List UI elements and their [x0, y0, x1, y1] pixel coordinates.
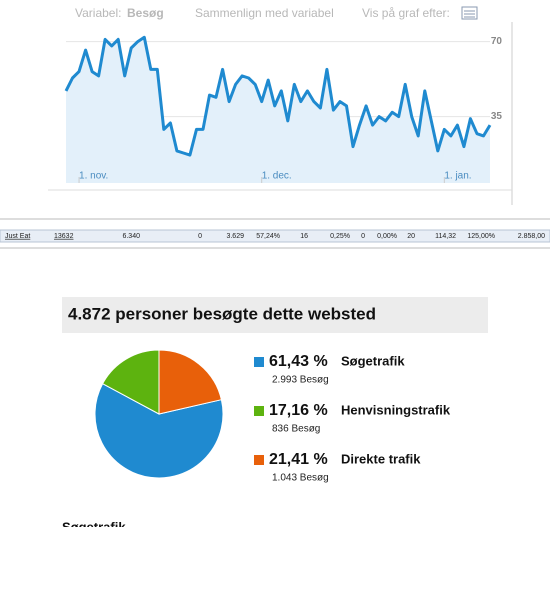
legend-name: Direkte trafik [341, 451, 421, 466]
line-chart: 35 70 1. nov. 1. dec. 1. jan. [64, 35, 503, 183]
legend-value: 61,43 % [269, 353, 328, 370]
y-tick-label: 70 [491, 36, 503, 47]
legend-swatch [254, 406, 264, 416]
variable-value[interactable]: Besøg [127, 6, 164, 20]
y-tick-label: 35 [491, 111, 503, 122]
legend-visits: 1.043 Besøg [272, 473, 329, 484]
legend-value: 21,41 % [269, 451, 328, 468]
legend-name: Søgetrafik [341, 353, 405, 368]
cell-link[interactable]: 13632 [54, 233, 74, 240]
cell-link[interactable]: Just Eat [5, 233, 30, 240]
area [66, 37, 490, 183]
table-cell: 114,32 [435, 233, 456, 240]
graph-by-label: Vis på graf efter: [362, 6, 450, 20]
table-cell: 0 [198, 233, 202, 240]
table-cell: 0 [361, 233, 365, 240]
table-cell: 0,25% [330, 233, 350, 240]
table-cell: 3.629 [226, 233, 244, 240]
table-cell: 0,00% [377, 233, 397, 240]
table-cell: 125,00% [467, 233, 495, 240]
table-cell: 16 [300, 233, 308, 240]
x-tick-label: 1. nov. [79, 171, 108, 182]
graph-icon[interactable] [461, 6, 478, 20]
pie-slice [158, 349, 222, 415]
variable-label: Variabel: [75, 6, 121, 20]
x-tick-label: 1. jan. [444, 171, 471, 182]
line [64, 35, 492, 157]
pie-header [62, 297, 488, 333]
table-cell: 6.340 [122, 233, 140, 240]
table-cell: 20 [407, 233, 415, 240]
compare-link[interactable]: Sammenlign med variabel [195, 6, 334, 20]
legend-visits: 2.993 Besøg [272, 375, 329, 386]
table-row [0, 229, 550, 243]
table-cell: 57,24% [256, 233, 280, 240]
pie-slice [94, 383, 224, 479]
pie-chart: 61,43 % Søgetrafik 2.993 Besøg 17,16 % Henvi… [94, 349, 451, 484]
next-section-heading: Søgetrafik [62, 519, 126, 534]
legend-name: Henvisningstrafik [341, 402, 451, 417]
legend-swatch [254, 357, 264, 367]
pie-title: 4.872 personer besøgte dette websted [68, 304, 376, 323]
legend-value: 17,16 % [269, 402, 328, 419]
pie-slice [101, 349, 160, 415]
legend-visits: 836 Besøg [272, 424, 320, 435]
table-cell: 2.858,00 [518, 233, 545, 240]
legend-swatch [254, 455, 264, 465]
table: Just Eat 13632 6.340 0 3.629 57,24% 16 0,25% 0 0,… [5, 233, 545, 240]
x-tick-label: 1. dec. [262, 171, 292, 182]
